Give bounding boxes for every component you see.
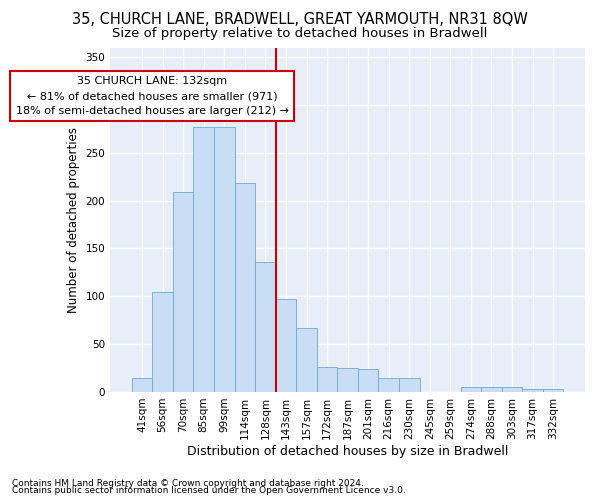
Bar bbox=[543, 389, 563, 392]
Text: Size of property relative to detached houses in Bradwell: Size of property relative to detached ho… bbox=[112, 28, 488, 40]
Bar bbox=[399, 378, 419, 392]
Bar bbox=[481, 387, 502, 392]
Bar bbox=[132, 378, 152, 392]
Bar bbox=[152, 292, 173, 392]
Bar bbox=[255, 262, 275, 392]
Bar bbox=[275, 299, 296, 392]
Bar bbox=[173, 192, 193, 392]
Bar bbox=[358, 369, 379, 392]
Bar bbox=[337, 368, 358, 392]
Bar bbox=[379, 378, 399, 392]
Text: 35, CHURCH LANE, BRADWELL, GREAT YARMOUTH, NR31 8QW: 35, CHURCH LANE, BRADWELL, GREAT YARMOUT… bbox=[72, 12, 528, 28]
X-axis label: Distribution of detached houses by size in Bradwell: Distribution of detached houses by size … bbox=[187, 444, 508, 458]
Bar bbox=[296, 328, 317, 392]
Text: Contains public sector information licensed under the Open Government Licence v3: Contains public sector information licen… bbox=[12, 486, 406, 495]
Bar bbox=[461, 387, 481, 392]
Text: 35 CHURCH LANE: 132sqm
← 81% of detached houses are smaller (971)
18% of semi-de: 35 CHURCH LANE: 132sqm ← 81% of detached… bbox=[16, 76, 289, 116]
Bar bbox=[235, 184, 255, 392]
Bar bbox=[193, 127, 214, 392]
Text: Contains HM Land Registry data © Crown copyright and database right 2024.: Contains HM Land Registry data © Crown c… bbox=[12, 478, 364, 488]
Bar bbox=[317, 367, 337, 392]
Y-axis label: Number of detached properties: Number of detached properties bbox=[67, 126, 80, 312]
Bar bbox=[214, 127, 235, 392]
Bar bbox=[523, 389, 543, 392]
Bar bbox=[502, 387, 523, 392]
